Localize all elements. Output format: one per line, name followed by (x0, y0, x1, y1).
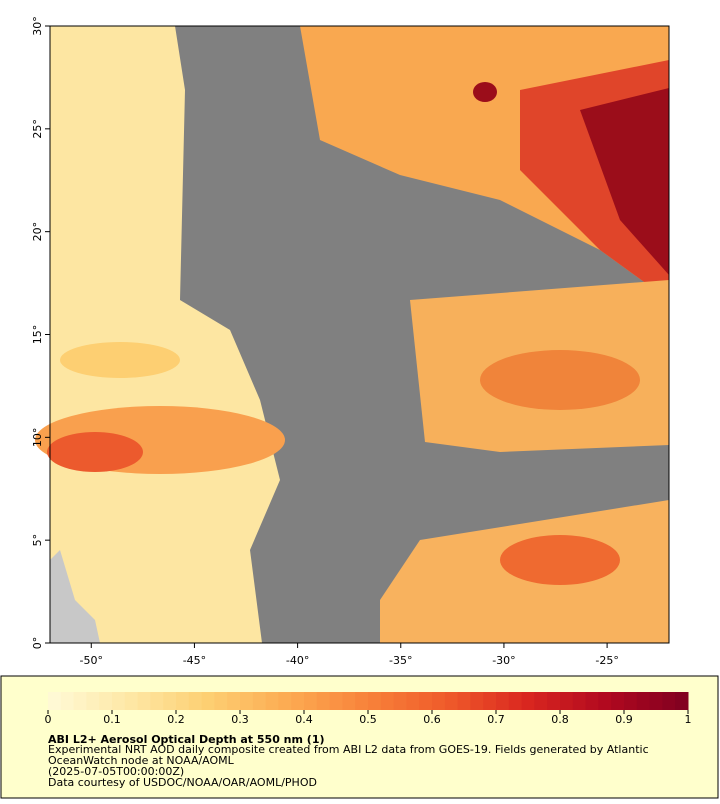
colorbar-swatch (675, 692, 689, 710)
caption-line: Data courtesy of USDOC/NOAA/OAR/AOML/PHO… (48, 776, 317, 789)
y-tick-label: 30° (31, 16, 44, 36)
colorbar-tick-label: 0.9 (615, 713, 633, 726)
colorbar-swatch (457, 692, 471, 710)
colorbar-swatch (201, 692, 215, 710)
colorbar-swatch (227, 692, 241, 710)
x-tick-label: -30° (492, 654, 515, 667)
colorbar-swatch (521, 692, 535, 710)
colorbar-swatch (432, 692, 446, 710)
caption-title: ABI L2+ Aerosol Optical Depth at 550 nm … (48, 733, 325, 746)
colorbar-swatch (252, 692, 267, 710)
axes: -50° -45° -40° -35° -30° -25° 0° 5° 10° 15° 20° 25°… (31, 16, 619, 667)
colorbar-tick-label: 0 (45, 713, 52, 726)
y-tick-label: 10° (31, 428, 44, 448)
aod-field (50, 26, 280, 643)
colorbar-swatch (316, 692, 331, 710)
x-tick-label: -35° (389, 654, 412, 667)
colorbar-swatch (534, 692, 548, 710)
aod-field (580, 88, 669, 275)
colorbar-swatch (585, 692, 599, 710)
x-tick-label: -40° (286, 654, 309, 667)
colorbar-swatch (329, 692, 343, 710)
caption-line: (2025-07-05T00:00:00Z) (48, 765, 184, 778)
colorbar-swatch (278, 692, 292, 710)
land (50, 550, 100, 643)
colorbar-swatch (304, 692, 318, 710)
colorbar-tick-label: 0.1 (103, 713, 121, 726)
colorbar-tick-label: 0.4 (295, 713, 313, 726)
colorbar-swatch (73, 692, 87, 710)
colorbar-swatch (393, 692, 407, 710)
colorbar: 0 0.1 0.2 0.3 0.4 0.5 0.6 0.7 0.8 0.9 1 (45, 692, 692, 726)
colorbar-swatch (48, 692, 62, 710)
colorbar-swatch (560, 692, 574, 710)
colorbar-swatch (99, 692, 113, 710)
colorbar-swatch (419, 692, 433, 710)
colorbar-swatch (662, 692, 676, 710)
colorbar-swatch (649, 692, 663, 710)
colorbar-swatch (291, 692, 305, 710)
colorbar-tick-label: 0.2 (167, 713, 185, 726)
colorbar-tick-label: 1 (685, 713, 692, 726)
colorbar-swatch (112, 692, 126, 710)
colorbar-swatch (611, 692, 625, 710)
colorbar-swatch (483, 692, 497, 710)
colorbar-swatch (124, 692, 139, 710)
colorbar-swatch (496, 692, 510, 710)
caption-line: OceanWatch node at NOAA/AOML (48, 754, 235, 767)
colorbar-tick-label: 0.3 (231, 713, 249, 726)
colorbar-swatch (60, 692, 75, 710)
y-tick-label: 15° (31, 325, 44, 345)
aod-field (480, 350, 640, 410)
colorbar-swatch (368, 692, 382, 710)
colorbar-swatch (214, 692, 228, 710)
colorbar-swatch (598, 692, 612, 710)
y-tick-label: 0° (31, 637, 44, 650)
colorbar-swatch (240, 692, 254, 710)
colorbar-swatch (188, 692, 203, 710)
caption-line: Experimental NRT AOD daily composite cre… (48, 743, 649, 756)
colorbar-swatch (470, 692, 484, 710)
colorbar-swatch (355, 692, 369, 710)
aod-field (473, 82, 497, 102)
colorbar-swatch (406, 692, 420, 710)
colorbar-swatch (137, 692, 151, 710)
colorbar-swatch (624, 692, 638, 710)
colorbar-swatch (380, 692, 395, 710)
colorbar-swatch (547, 692, 561, 710)
x-tick-label: -45° (183, 654, 206, 667)
colorbar-swatch (444, 692, 459, 710)
y-tick-label: 20° (31, 222, 44, 242)
colorbar-tick-label: 0.7 (487, 713, 505, 726)
colorbar-swatch (86, 692, 100, 710)
x-tick-label: -50° (80, 654, 103, 667)
colorbar-tick-label: 0.8 (551, 713, 569, 726)
aod-field (60, 342, 180, 378)
colorbar-tick-label: 0.5 (359, 713, 377, 726)
colorbar-swatch (265, 692, 279, 710)
x-tick-label: -25° (595, 654, 618, 667)
aod-field (500, 535, 620, 585)
y-tick-label: 25° (31, 119, 44, 139)
colorbar-swatch (342, 692, 356, 710)
colorbar-swatch (176, 692, 190, 710)
colorbar-swatch (636, 692, 651, 710)
colorbar-tick-label: 0.6 (423, 713, 441, 726)
colorbar-swatch (150, 692, 164, 710)
colorbar-swatch (572, 692, 587, 710)
colorbar-swatch (508, 692, 523, 710)
colorbar-swatch (163, 692, 177, 710)
y-tick-label: 5° (31, 534, 44, 547)
aod-field (47, 432, 143, 472)
map-raster (35, 25, 670, 644)
